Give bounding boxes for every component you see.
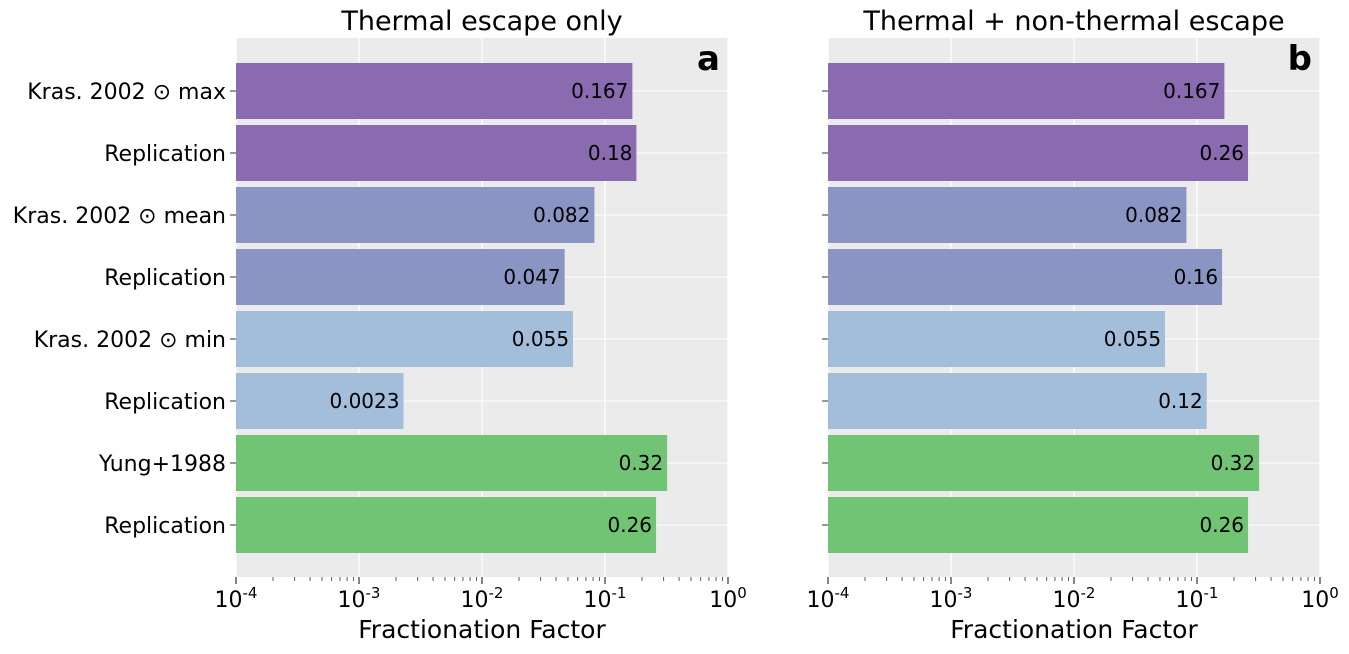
bars-b: 0.167 0.26 0.082 0.16 0.055 0.12 0.32 0.26 — [828, 63, 1260, 553]
bar — [828, 435, 1260, 491]
data-label: 0.32 — [1211, 451, 1256, 475]
data-label: 0.18 — [588, 141, 633, 165]
y-tick-label: Yung+1988 — [98, 452, 226, 477]
x-tick-label: 100 — [1301, 584, 1339, 613]
panel-label-b: b — [1288, 39, 1312, 79]
x-tick-label: 10-3 — [338, 584, 381, 613]
y-tick-label: Kras. 2002 ⊙ max — [27, 80, 226, 105]
x-axis-title-a: Fractionation Factor — [358, 615, 606, 644]
bar — [236, 125, 637, 181]
x-tick-label: 10-4 — [215, 584, 258, 613]
bar — [828, 373, 1207, 429]
x-tick-label: 10-2 — [1053, 584, 1096, 613]
x-tick-label: 10-1 — [1176, 584, 1219, 613]
data-label: 0.0023 — [330, 389, 400, 413]
bar — [236, 435, 668, 491]
x-axis-a: 10-4 10-3 10-2 10-1 100 — [215, 577, 747, 613]
panel-b: 0.167 0.26 0.082 0.16 0.055 0.12 0.32 0.26 10-4… — [807, 6, 1339, 644]
bar — [828, 125, 1249, 181]
bar — [828, 497, 1249, 553]
x-tick-label: 100 — [709, 584, 747, 613]
bar — [236, 187, 595, 243]
bar — [236, 249, 565, 305]
data-label: 0.26 — [1200, 141, 1245, 165]
y-tick-label: Kras. 2002 ⊙ mean — [13, 204, 226, 229]
bars-a: 0.167 0.18 0.082 0.047 0.055 0.0023 0.32 0.26 — [236, 63, 668, 553]
bar — [236, 311, 574, 367]
x-axis-b: 10-4 10-3 10-2 10-1 100 — [807, 577, 1339, 613]
bar — [236, 63, 633, 119]
data-label: 0.167 — [571, 79, 628, 103]
y-axis-a: Kras. 2002 ⊙ max Replication Kras. 2002 ⊙ … — [13, 80, 236, 539]
data-label: 0.047 — [503, 265, 560, 289]
x-tick-label: 10-3 — [930, 584, 973, 613]
chart-title-a: Thermal escape only — [340, 6, 622, 37]
data-label: 0.12 — [1158, 389, 1203, 413]
y-tick-label: Replication — [104, 390, 226, 415]
data-label: 0.16 — [1174, 265, 1219, 289]
y-axis-b — [822, 90, 828, 526]
data-label: 0.082 — [1125, 203, 1182, 227]
bar — [236, 497, 657, 553]
bar — [828, 249, 1223, 305]
x-tick-label: 10-1 — [584, 584, 627, 613]
y-tick-label: Kras. 2002 ⊙ min — [34, 328, 226, 353]
x-tick-label: 10-2 — [461, 584, 504, 613]
data-label: 0.082 — [533, 203, 590, 227]
y-tick-label: Replication — [104, 514, 226, 539]
x-tick-label: 10-4 — [807, 584, 850, 613]
data-label: 0.26 — [608, 513, 653, 537]
data-label: 0.055 — [512, 327, 569, 351]
x-axis-title-b: Fractionation Factor — [950, 615, 1198, 644]
data-label: 0.26 — [1200, 513, 1245, 537]
data-label: 0.055 — [1104, 327, 1161, 351]
panel-label-a: a — [697, 39, 720, 79]
y-tick-label: Replication — [104, 266, 226, 291]
chart-title-b: Thermal + non-thermal escape — [862, 6, 1284, 37]
data-label: 0.32 — [619, 451, 664, 475]
bar — [236, 373, 404, 429]
y-tick-label: Replication — [104, 142, 226, 167]
data-label: 0.167 — [1163, 79, 1220, 103]
panel-a: 0.167 0.18 0.082 0.047 0.055 0.0023 0.32 0.26 K… — [13, 6, 747, 644]
bar — [828, 311, 1166, 367]
bar — [828, 187, 1187, 243]
bar — [828, 63, 1225, 119]
